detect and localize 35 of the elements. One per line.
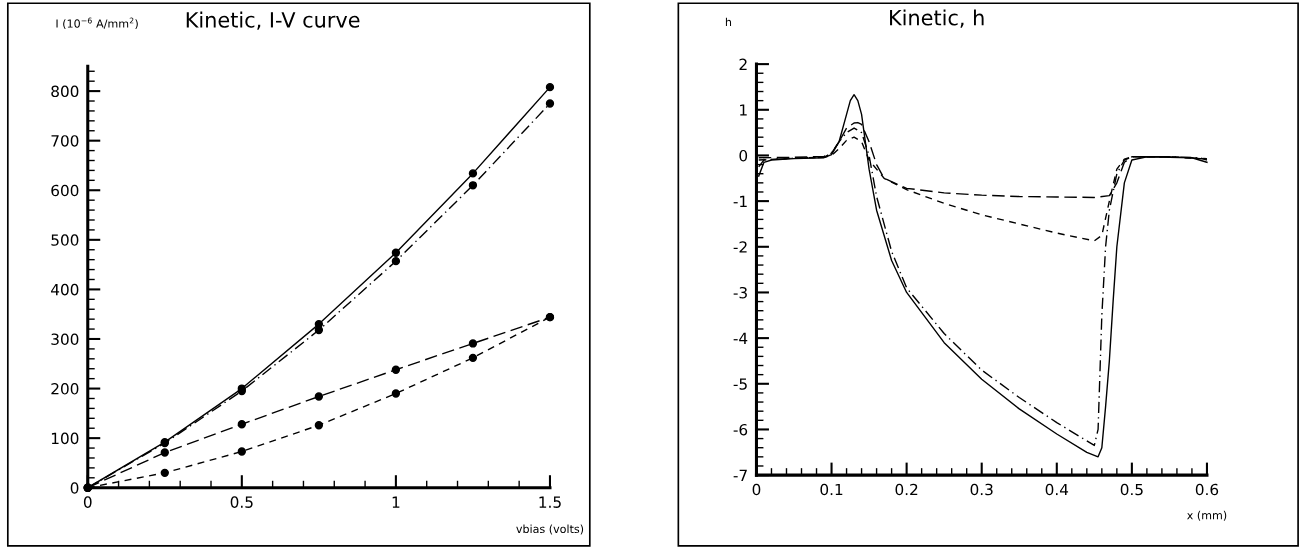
x-tick-label: 0.2	[895, 483, 918, 496]
y-tick-label: 800	[51, 85, 79, 98]
y-tick-label: 200	[51, 383, 79, 395]
y-tick-label: 0	[739, 149, 748, 162]
y-tick-label: 400	[51, 283, 79, 296]
y-tick-label: 2	[739, 58, 747, 70]
x-axis-title: vbias (volts)	[516, 524, 584, 535]
y-tick-label: 700	[51, 135, 79, 147]
x-tick-label: 0	[83, 496, 92, 508]
x-tick-label: 0.4	[1045, 483, 1069, 496]
y-tick-label: -5	[733, 378, 747, 390]
x-tick-label: 0.5	[230, 496, 253, 508]
y-tick-label: 300	[51, 333, 79, 346]
x-tick-label: 1.5	[539, 496, 561, 508]
chart-title: Kinetic, I-V curve	[186, 11, 360, 30]
y-tick-label: -2	[733, 241, 747, 253]
x-tick-label: 1	[392, 496, 400, 508]
x-tick-label: 0.5	[1120, 483, 1143, 496]
y-tick-label: -1	[733, 195, 747, 207]
y-tick-label: -4	[733, 332, 748, 344]
y-tick-label: 500	[51, 234, 79, 246]
y-tick-label: 1	[740, 104, 747, 116]
y-tick-label: -6	[733, 423, 748, 436]
chart-title: Kinetic, h	[890, 9, 984, 28]
x-tick-label: 0.3	[970, 483, 993, 496]
y-tick-label: -3	[733, 286, 747, 299]
y-axis-title: h	[725, 17, 732, 27]
y-axis-title: I (10$^{−6}$ A/mm$^{2}$)	[56, 17, 138, 30]
x-tick-label: 0	[752, 483, 761, 496]
y-tick-label: -7	[733, 469, 747, 481]
y-tick-label: 100	[51, 432, 79, 445]
x-axis-title: x (mm)	[1187, 510, 1227, 521]
x-tick-label: 0.6	[1195, 483, 1219, 496]
x-tick-label: 0.1	[820, 483, 843, 496]
y-tick-label: 600	[51, 184, 79, 197]
